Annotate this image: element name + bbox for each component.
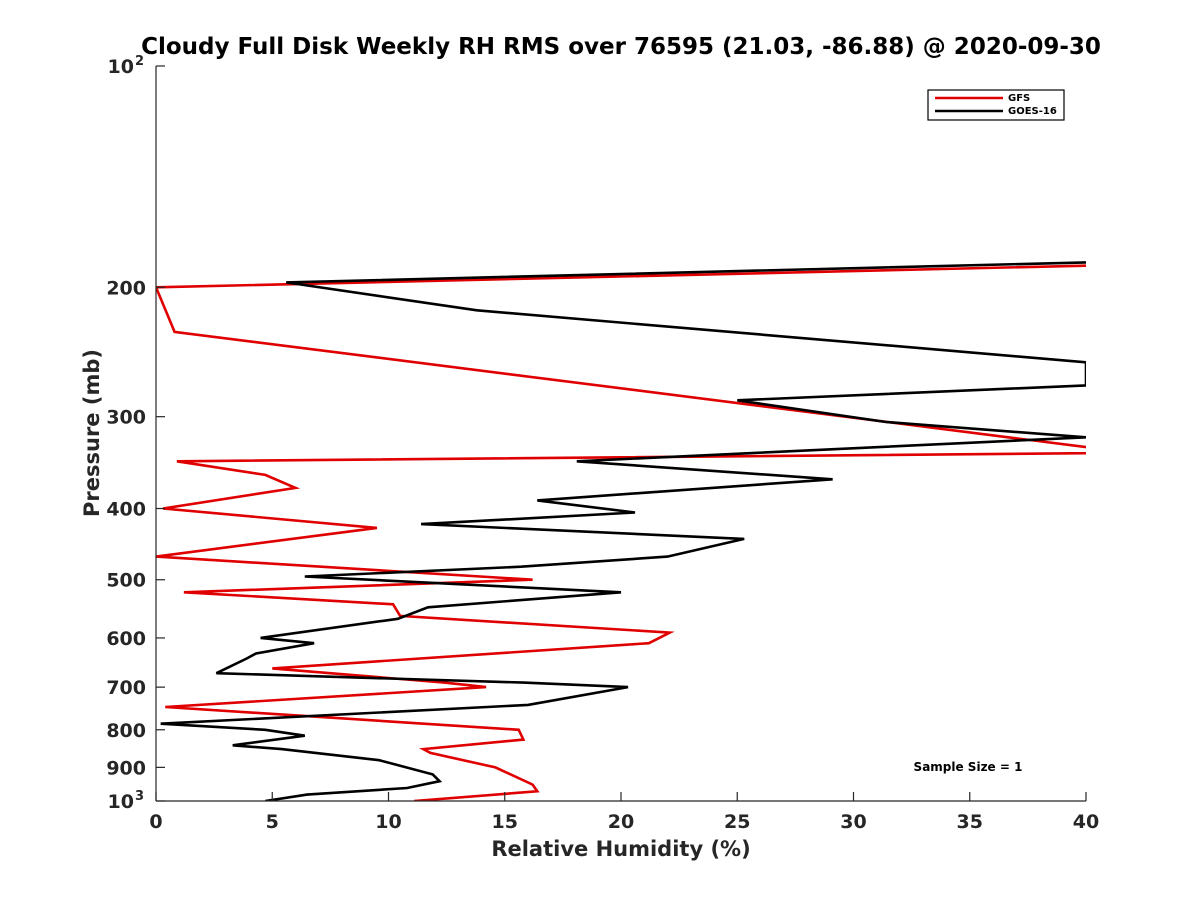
legend: GFS GOES-16 <box>927 89 1065 121</box>
sample-size-annotation: Sample Size = 1 <box>914 760 1023 774</box>
y-axis-title: Pressure (mb) <box>80 349 104 517</box>
y-tick-label: 700 <box>106 677 146 699</box>
y-tick-label: 500 <box>106 570 146 592</box>
y-tick-label: 200 <box>106 277 146 299</box>
series-line-gfs <box>156 262 1086 801</box>
y-tick-label-base: 10 <box>108 791 134 813</box>
chart-title: Cloudy Full Disk Weekly RH RMS over 7659… <box>141 34 1101 60</box>
legend-box <box>927 89 1065 121</box>
y-axis-title-wrap: Pressure (mb) <box>80 349 104 517</box>
y-tick-label: 800 <box>106 720 146 742</box>
series-layer <box>156 261 1086 801</box>
y-tick-label: 300 <box>106 407 146 429</box>
x-tick-label: 30 <box>840 811 866 833</box>
y-tick-label-exponent: 3 <box>135 789 144 804</box>
y-tick-label: 400 <box>106 499 146 521</box>
y-tick-label: 600 <box>106 628 146 650</box>
legend-gfs-label: GFS <box>1008 93 1030 104</box>
legend-goes-label: GOES-16 <box>1008 106 1057 117</box>
x-ticks: 0 5 10 15 20 25 30 35 40 <box>149 792 1099 833</box>
x-tick-label: 10 <box>375 811 401 833</box>
x-tick-label: 20 <box>608 811 634 833</box>
y-tick-label: 900 <box>106 757 146 779</box>
x-tick-label: 35 <box>957 811 983 833</box>
x-tick-label: 0 <box>149 811 162 833</box>
y-tick-label-base: 10 <box>108 56 134 78</box>
series-line-goes-16 <box>160 261 1086 801</box>
y-tick-label-exponent: 2 <box>135 54 144 69</box>
x-axis-title: Relative Humidity (%) <box>491 837 750 861</box>
x-tick-label: 5 <box>266 811 279 833</box>
x-tick-label: 40 <box>1073 811 1099 833</box>
x-tick-label: 25 <box>724 811 750 833</box>
x-tick-label: 15 <box>492 811 518 833</box>
